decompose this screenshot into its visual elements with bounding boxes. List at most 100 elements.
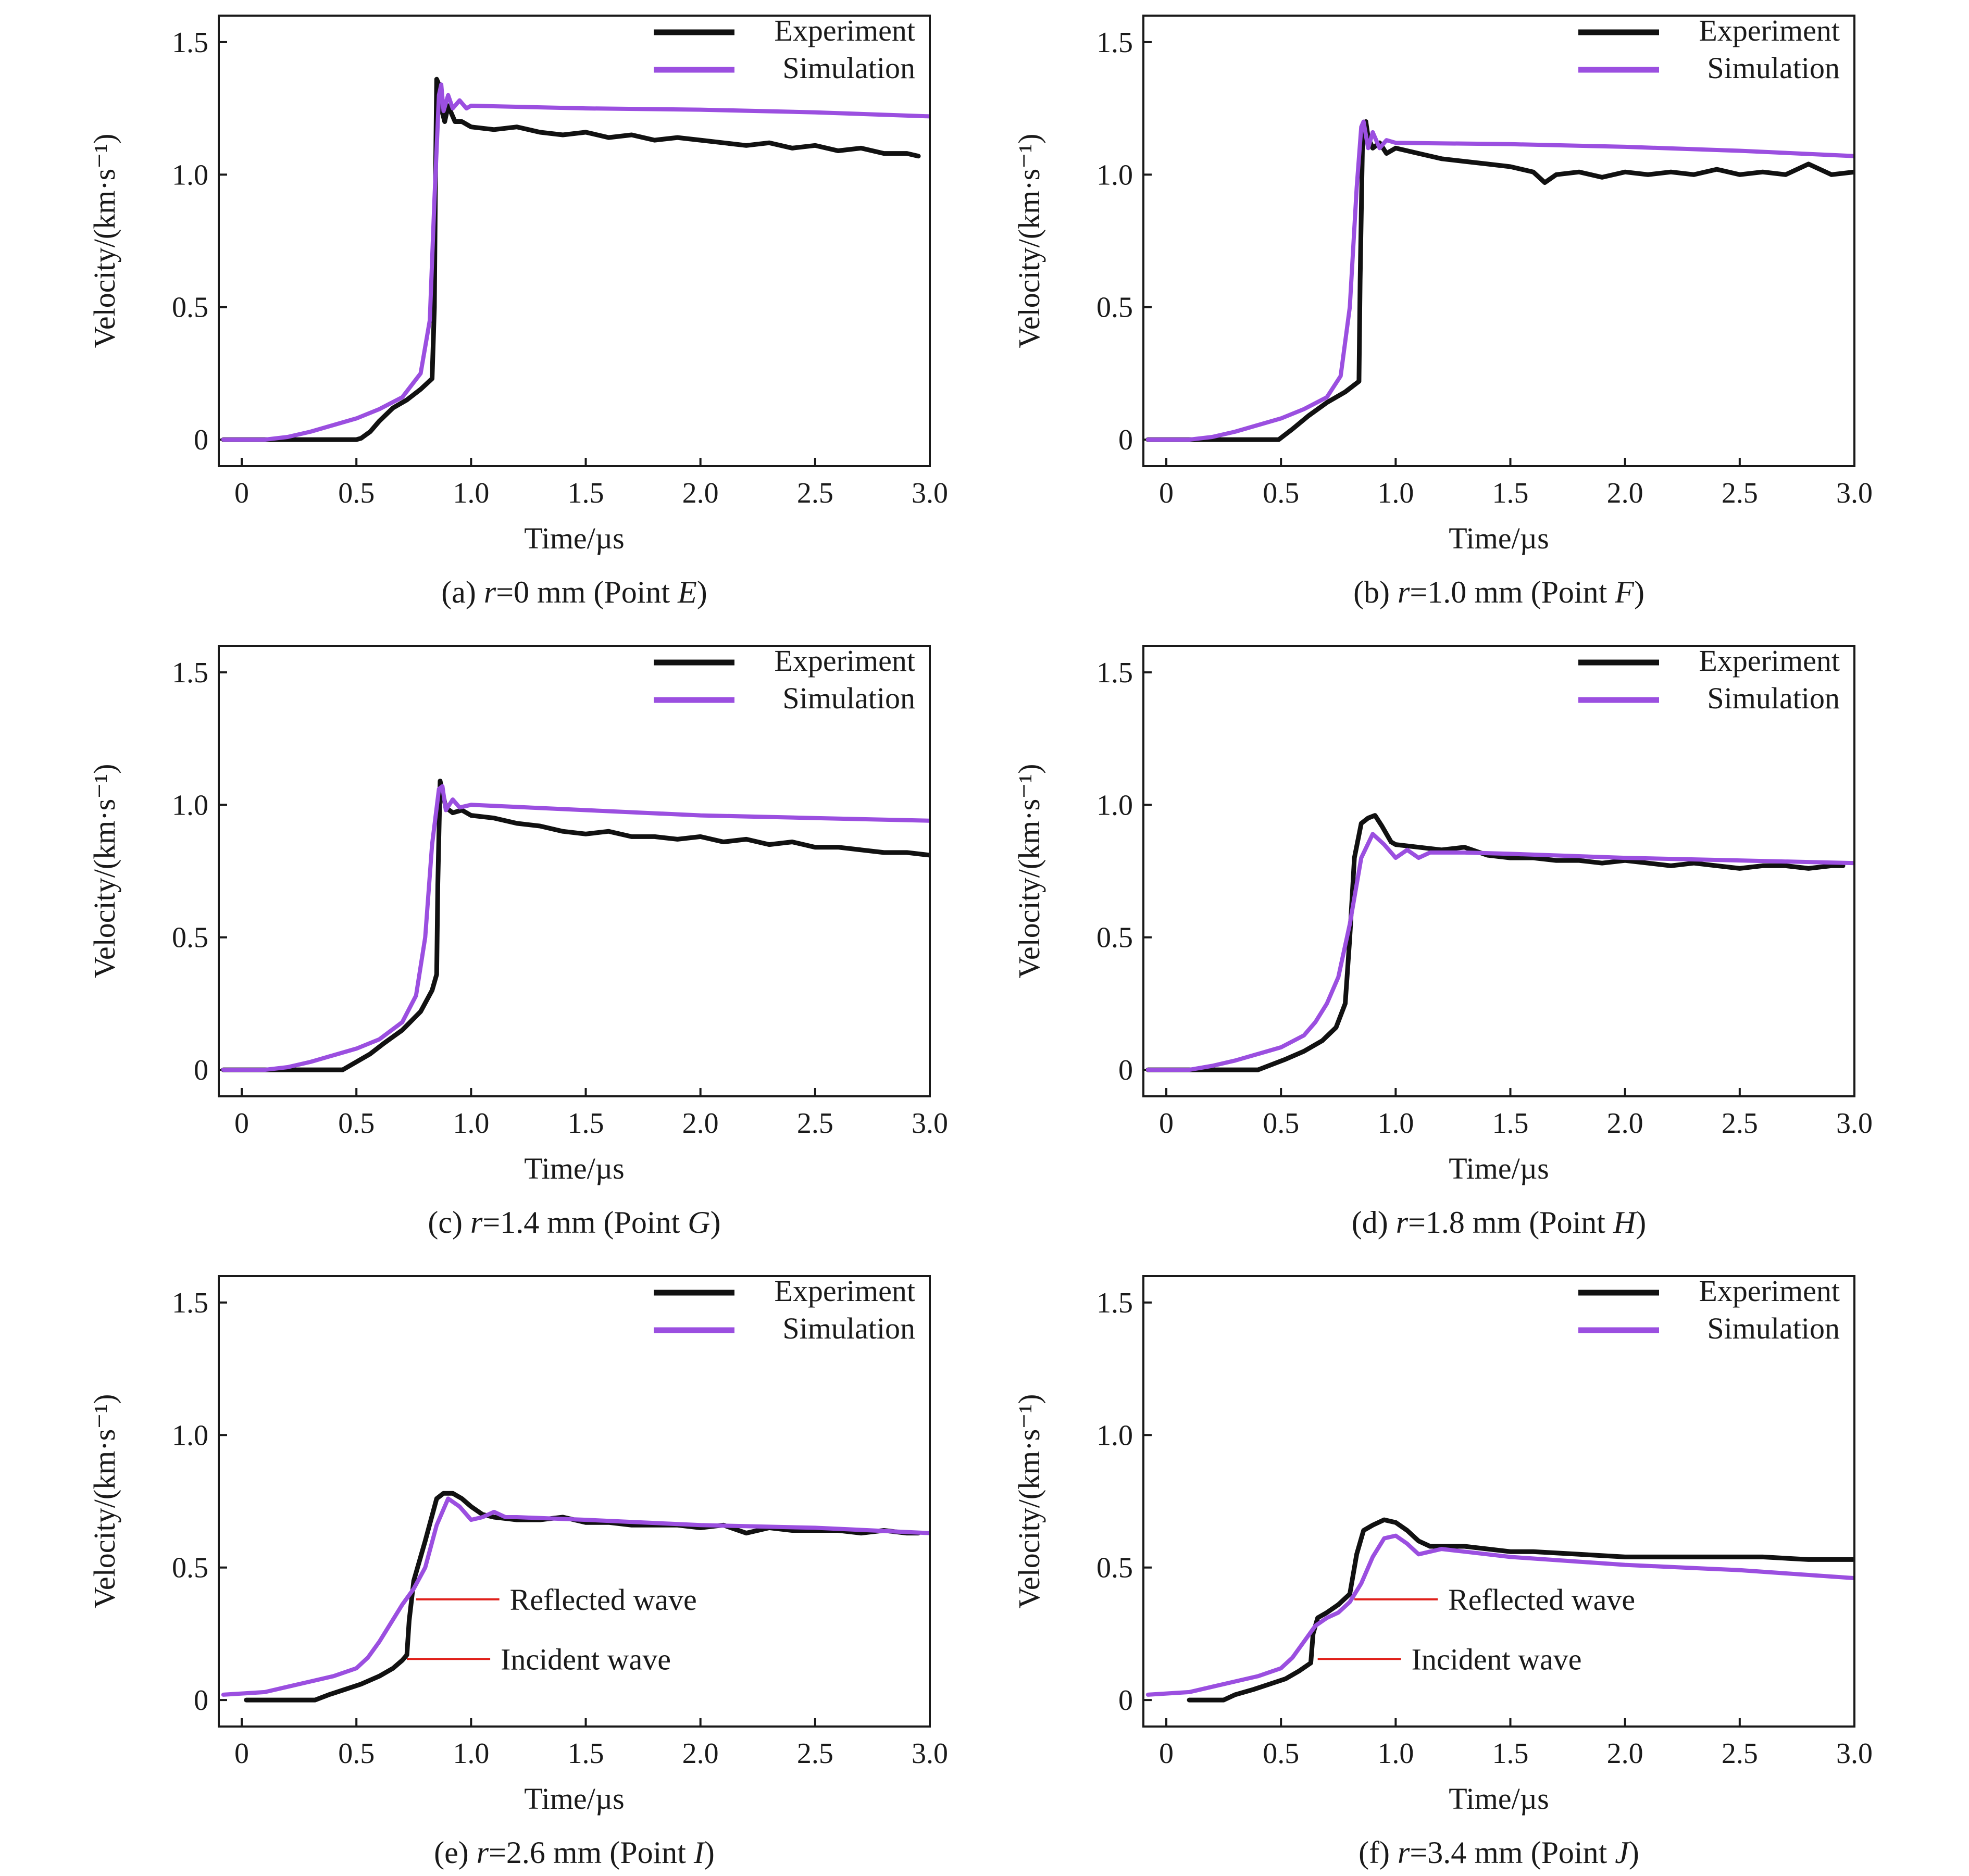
y-axis-label: Velocity/(km·s⁻¹)	[88, 1394, 121, 1608]
series-line-simulation	[221, 82, 929, 442]
y-tick-label: 1.5	[1096, 1287, 1133, 1319]
caption-mid: =3.4 mm (Point	[1410, 1835, 1615, 1870]
x-tick-label: 0.5	[338, 477, 375, 509]
y-tick-label: 0.5	[172, 922, 208, 954]
caption-prefix: (a)	[441, 575, 484, 609]
panel-d: 0 0.5 1.0 1.5 2.0 2.5 3.0 0 0.5 1.0 1.5 Time/µs Velo…	[1012, 644, 1873, 1240]
panel-c: 0 0.5 1.0 1.5 2.0 2.5 3.0 0 0.5 1.0 1.5 Time/µs Velo…	[88, 644, 948, 1240]
caption-point: G	[688, 1205, 710, 1240]
caption-var: r	[1396, 1205, 1409, 1240]
caption-var: r	[484, 575, 496, 609]
x-tick-label: 0	[234, 477, 249, 509]
y-tick-label: 1.0	[1096, 1419, 1133, 1452]
panel-caption: (c) r=1.4 mm (Point G)	[428, 1205, 720, 1240]
caption-mid: =1.8 mm (Point	[1408, 1205, 1613, 1240]
y-tick-label: 0.5	[1096, 292, 1133, 324]
y-tick-label: 1.5	[172, 1287, 208, 1319]
plot-frame	[218, 645, 931, 1097]
caption-point: J	[1615, 1835, 1630, 1870]
caption-var: r	[1398, 1835, 1410, 1870]
panel-caption: (a) r=0 mm (Point E)	[441, 575, 707, 609]
x-tick-label: 0.5	[338, 1737, 375, 1770]
annotation-label: Reflected wave	[1448, 1583, 1635, 1617]
x-tick-label: 0	[234, 1737, 249, 1770]
series-line-experiment	[221, 77, 921, 442]
annotation-label: Reflected wave	[510, 1583, 697, 1617]
x-tick-label: 1.5	[1492, 477, 1529, 509]
x-tick-label: 3.0	[1836, 477, 1873, 509]
series-line-simulation	[1145, 832, 1853, 1072]
x-tick-label: 1.5	[568, 477, 604, 509]
series-line-experiment	[244, 1491, 921, 1703]
caption-prefix: (b)	[1353, 575, 1398, 609]
x-tick-label: 1.5	[568, 1107, 604, 1140]
x-tick-label: 2.0	[1607, 1737, 1643, 1770]
caption-prefix: (c)	[428, 1205, 470, 1240]
x-tick-label: 0	[1159, 477, 1174, 509]
caption-mid: =2.6 mm (Point	[489, 1835, 694, 1870]
x-tick-label: 1.0	[453, 1737, 489, 1770]
legend-label-experiment: Experiment	[1699, 644, 1840, 678]
x-axis-label: Time/µs	[1449, 1782, 1549, 1816]
caption-suffix: )	[697, 575, 707, 609]
x-tick-label: 3.0	[1836, 1107, 1873, 1140]
y-axis-label: Velocity/(km·s⁻¹)	[88, 133, 121, 348]
x-tick-label: 3.0	[1836, 1737, 1873, 1770]
y-tick-label: 1.0	[172, 1419, 208, 1452]
legend-label-experiment: Experiment	[1699, 1274, 1840, 1308]
x-tick-label: 1.5	[568, 1737, 604, 1770]
caption-var: r	[470, 1205, 483, 1240]
x-tick-label: 2.0	[682, 477, 719, 509]
y-tick-label: 1.0	[172, 789, 208, 821]
x-tick-label: 2.0	[682, 1107, 719, 1140]
x-tick-label: 0	[1159, 1737, 1174, 1770]
annotation-label: Incident wave	[501, 1642, 671, 1676]
legend-label-experiment: Experiment	[1699, 14, 1840, 47]
caption-prefix: (d)	[1352, 1205, 1396, 1240]
caption-prefix: (e)	[434, 1835, 477, 1870]
x-tick-label: 0.5	[1263, 1107, 1299, 1140]
x-tick-label: 0.5	[1263, 477, 1299, 509]
plot-frame	[1142, 645, 1855, 1097]
series-line-experiment	[1145, 119, 1853, 442]
x-tick-label: 1.0	[1377, 477, 1414, 509]
x-tick-label: 1.0	[1377, 1107, 1414, 1140]
caption-suffix: )	[711, 1205, 721, 1240]
x-tick-label: 1.0	[453, 1107, 489, 1140]
y-tick-label: 0.5	[1096, 922, 1133, 954]
caption-var: r	[1398, 575, 1410, 609]
x-tick-label: 1.0	[1377, 1737, 1414, 1770]
series-line-simulation	[221, 784, 929, 1072]
legend-label-simulation: Simulation	[1707, 681, 1840, 715]
y-tick-label: 1.5	[172, 657, 208, 689]
x-tick-label: 2.0	[1607, 1107, 1643, 1140]
y-axis-label: Velocity/(km·s⁻¹)	[88, 764, 121, 978]
annotation-label: Incident wave	[1412, 1642, 1582, 1676]
caption-point: I	[693, 1835, 706, 1870]
caption-suffix: )	[1634, 575, 1644, 609]
legend-label-experiment: Experiment	[774, 14, 915, 47]
plot-frame	[218, 15, 931, 467]
x-tick-label: 2.0	[1607, 477, 1643, 509]
y-tick-label: 1.0	[172, 159, 208, 191]
x-axis-label: Time/µs	[524, 1782, 624, 1816]
caption-point: E	[677, 575, 697, 609]
series-line-simulation	[1145, 1533, 1853, 1697]
x-axis-label: Time/µs	[524, 1152, 624, 1185]
legend-label-simulation: Simulation	[1707, 51, 1840, 85]
x-axis-label: Time/µs	[524, 521, 624, 555]
panel-a: 0 0.5 1.0 1.5 2.0 2.5 3.0 0 0.5 1.0 1.5 Time/µs Velo…	[88, 14, 948, 609]
panel-b: 0 0.5 1.0 1.5 2.0 2.5 3.0 0 0.5 1.0 1.5 Time/µs Velo…	[1012, 14, 1873, 609]
x-tick-label: 1.5	[1492, 1107, 1529, 1140]
x-tick-label: 2.5	[797, 477, 833, 509]
x-tick-label: 2.5	[1722, 477, 1758, 509]
panel-caption: (b) r=1.0 mm (Point F)	[1353, 575, 1644, 609]
panel-f: 0 0.5 1.0 1.5 2.0 2.5 3.0 0 0.5 1.0 1.5 Time/µs Velo…	[1012, 1274, 1873, 1870]
caption-mid: =1.0 mm (Point	[1410, 575, 1615, 609]
panel-e: 0 0.5 1.0 1.5 2.0 2.5 3.0 0 0.5 1.0 1.5 Time/µs Velo…	[88, 1274, 948, 1870]
legend-label-experiment: Experiment	[774, 1274, 915, 1308]
x-tick-label: 2.5	[797, 1107, 833, 1140]
caption-suffix: )	[704, 1835, 715, 1870]
series-line-experiment	[1187, 1517, 1853, 1703]
